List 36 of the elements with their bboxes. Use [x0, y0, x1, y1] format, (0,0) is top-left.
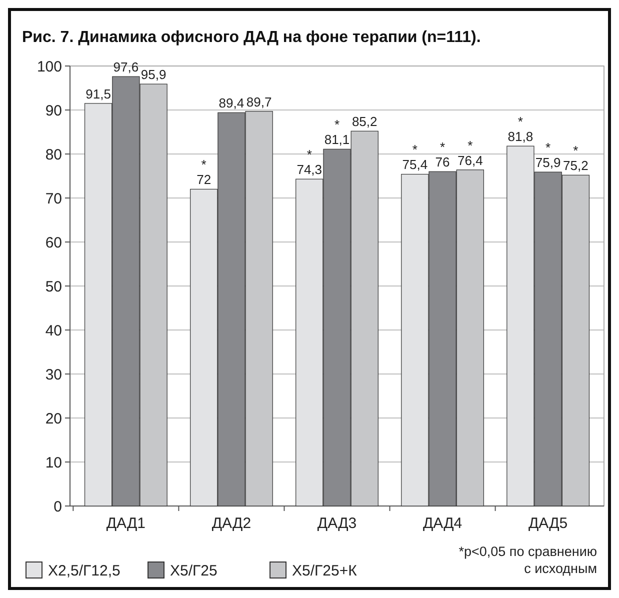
legend-label: Х5/Г25: [170, 562, 218, 580]
data-label: * 81,8: [508, 114, 534, 144]
text: *p<0,05 по сравнению с исходным: [458, 544, 597, 576]
y-tick-label: 30: [45, 366, 62, 384]
y-tick-label: 0: [54, 498, 62, 516]
data-label: 89,4: [218, 96, 244, 111]
chart-title: Рис. 7. Динамика офисного ДАД на фоне терапии (n=111).: [22, 29, 481, 46]
data-label: 97,6: [113, 60, 139, 75]
x-tick-label: ДАД5: [528, 515, 568, 532]
data-label: * 74,3: [296, 147, 322, 178]
y-tick-label: 80: [45, 146, 62, 164]
data-label: * 76: [435, 140, 450, 170]
legend-label: Х5/Г25+К: [292, 562, 358, 580]
y-tick-label: 90: [45, 102, 62, 120]
y-tick-label: 50: [45, 278, 62, 296]
y-tick-label: 100: [36, 58, 62, 76]
data-label: 95,9: [140, 67, 166, 82]
data-label: * 75,2: [563, 143, 588, 174]
data-label: * 75,4: [402, 142, 428, 172]
data-label: 91,5: [86, 86, 111, 102]
legend-label: Х2,5/Г12,5: [48, 562, 120, 580]
data-label: * 76,4: [458, 138, 483, 168]
x-tick-label: ДАД1: [106, 515, 146, 532]
x-tick-label: ДАД4: [422, 515, 462, 532]
x-tick-label: ДАД3: [317, 515, 357, 532]
data-label: * 81,1: [324, 117, 350, 148]
data-label: 85,2: [352, 114, 378, 130]
y-tick-label: 40: [45, 322, 62, 340]
y-tick-label: 70: [45, 190, 62, 208]
x-tick-label: ДАД2: [212, 515, 252, 532]
data-label: 89,7: [246, 94, 272, 110]
y-tick-label: 10: [45, 454, 62, 472]
data-label: * 75,9: [535, 140, 561, 170]
y-tick-label: 20: [45, 410, 62, 428]
data-label: * 72: [196, 157, 212, 188]
y-tick-label: 60: [45, 234, 62, 252]
